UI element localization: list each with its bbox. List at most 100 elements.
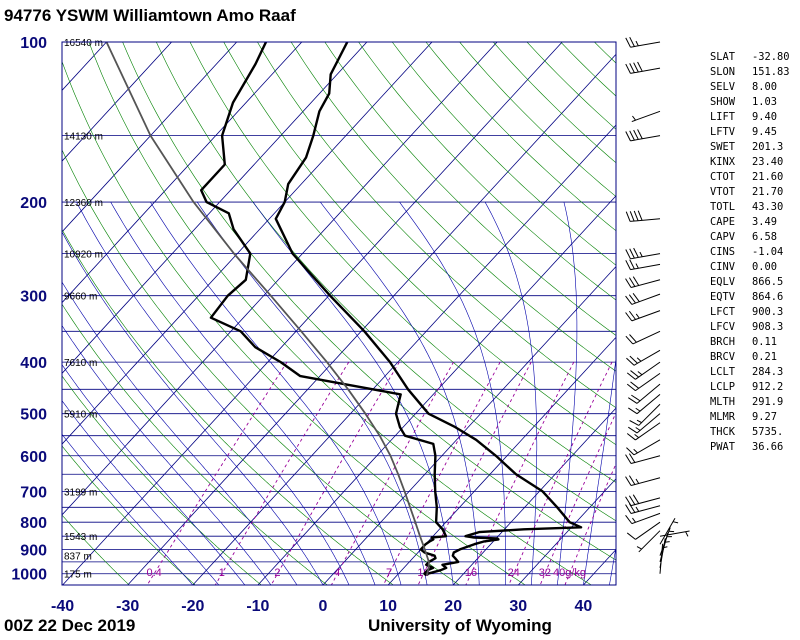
index-row: KINX 23.40 — [710, 155, 798, 170]
wind-barb — [659, 517, 679, 545]
index-row: LIFT 9.40 — [710, 110, 798, 125]
index-value: 866.5 — [752, 276, 784, 288]
moist-adiabat — [76, 201, 350, 585]
index-value: 3.49 — [752, 216, 778, 228]
plot-frame — [61, 41, 617, 586]
index-row: CTOT 21.60 — [710, 170, 798, 185]
wind-barb — [625, 453, 661, 465]
isotherm — [452, 407, 616, 585]
moist-adiabat — [557, 202, 578, 585]
index-value: 21.60 — [752, 171, 784, 183]
index-row: LFCV 908.3 — [710, 320, 798, 335]
dry-adiabat — [62, 514, 130, 585]
temperature-tick-label: -40 — [51, 598, 74, 615]
index-name: BRCH — [710, 336, 736, 348]
index-row: CAPE 3.49 — [710, 215, 798, 230]
dry-adiabat — [122, 42, 616, 561]
height-label: 7610 m — [64, 358, 97, 369]
pressure-tick-label: 100 — [20, 35, 47, 52]
wind-barb — [626, 439, 661, 456]
wind-barb — [625, 210, 661, 222]
index-value: 8.00 — [752, 81, 778, 93]
dry-adiabat — [62, 375, 262, 585]
data-source: University of Wyoming — [368, 616, 552, 635]
temperature-tick-label: 20 — [444, 598, 462, 615]
moist-adiabat — [252, 201, 454, 585]
profile-lines — [105, 42, 583, 577]
index-value: 912.2 — [752, 381, 784, 393]
wind-barb — [628, 394, 661, 415]
moist-adiabat — [150, 201, 402, 585]
mixing-ratio-label: 40g/kg — [553, 567, 586, 579]
height-label: 9660 m — [64, 292, 97, 303]
index-value: 9.45 — [752, 126, 778, 138]
temperature-axis: -40 -30 -20 -10 0 10 20 30 40 — [51, 598, 592, 615]
mixing-ratio-line — [508, 361, 613, 585]
wind-barb — [629, 403, 661, 426]
wind-barb — [636, 530, 661, 553]
height-label: 837 m — [64, 552, 92, 563]
index-name: CINV — [710, 261, 736, 273]
mixing-ratio-label: 0.4 — [147, 567, 162, 579]
index-value: 864.6 — [752, 291, 784, 303]
index-name: PWAT — [710, 441, 736, 453]
temperature-tick-label: 0 — [319, 598, 328, 615]
index-name: VTOT — [710, 186, 736, 198]
moist-adiabat — [62, 281, 298, 585]
wind-barb — [631, 110, 661, 123]
wind-barb — [625, 276, 661, 289]
background-lines — [62, 42, 616, 585]
isotherm — [62, 42, 498, 516]
mixing-ratio-line — [417, 361, 532, 585]
index-name: LCLT — [710, 366, 736, 378]
wind-barb — [625, 129, 661, 142]
index-row: EQLV 866.5 — [710, 275, 798, 290]
mixing-ratio-label: 4 — [334, 567, 340, 579]
pressure-tick-label: 200 — [20, 195, 47, 212]
moist-adiabat — [62, 433, 194, 585]
pressure-tick-label: 700 — [20, 484, 47, 501]
mixing-ratio-line — [564, 462, 616, 585]
index-name: SLON — [710, 66, 736, 78]
index-name: MLTH — [710, 396, 736, 408]
index-value: 284.3 — [752, 366, 784, 378]
wind-barb — [626, 521, 661, 540]
index-row: EQTV 864.6 — [710, 290, 798, 305]
index-row: SLON 151.83 — [710, 65, 798, 80]
index-name: CAPV — [710, 231, 736, 243]
mixing-ratio-labels: 0.4 1 2 4 7 10 16 24 32 40g/kg — [147, 567, 587, 579]
index-row: THCK 5735. — [710, 425, 798, 440]
index-name: SELV — [710, 81, 736, 93]
dry-adiabat — [88, 42, 592, 585]
pressure-tick-label: 400 — [20, 355, 47, 372]
index-value: 900.3 — [752, 306, 784, 318]
index-value: -1.04 — [752, 246, 784, 258]
isotherm — [62, 42, 563, 585]
wind-barb — [626, 361, 661, 380]
index-row: LCLT 284.3 — [710, 365, 798, 380]
index-value: 21.70 — [752, 186, 784, 198]
dewpoint-line — [200, 42, 448, 577]
index-name: LFTV — [710, 126, 736, 138]
dry-adiabat — [62, 60, 526, 585]
pressure-tick-label: 900 — [20, 542, 47, 559]
wind-barb — [625, 310, 661, 322]
index-value: 201.3 — [752, 141, 784, 153]
moist-adiabat — [62, 364, 246, 585]
stability-indices: SLAT -32.80 SLON 151.83 SELV 8.00 SHOW 1.03 LIFT… — [710, 50, 798, 455]
index-name: EQLV — [710, 276, 736, 288]
mixing-ratio-line — [146, 361, 288, 585]
index-value: 151.83 — [752, 66, 790, 78]
index-name: LIFT — [710, 111, 736, 123]
moist-adiabat — [583, 356, 616, 585]
moist-adiabat — [110, 201, 376, 585]
height-labels: 16540 m 14130 m 12360 m 10920 m 9660 m 7610 m… — [64, 38, 103, 581]
mixing-ratio-line — [331, 361, 454, 585]
index-row: TOTL 43.30 — [710, 200, 798, 215]
wind-barb — [625, 494, 661, 507]
mixing-ratio-line — [539, 411, 616, 585]
index-name: EQTV — [710, 291, 736, 303]
wind-barb — [625, 247, 661, 260]
index-name: LFCV — [710, 321, 736, 333]
